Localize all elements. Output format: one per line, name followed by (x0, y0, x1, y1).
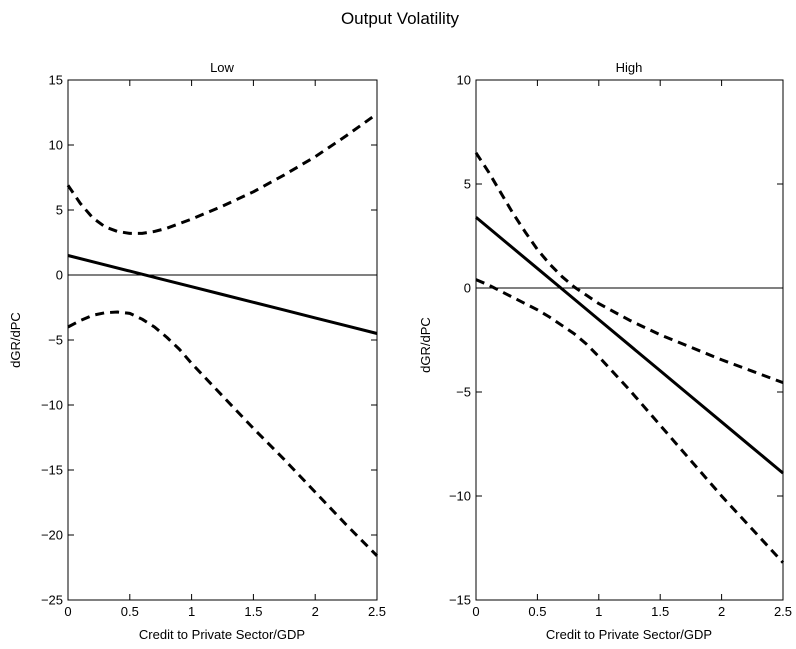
panel-high-confidence-band-2 (475, 278, 785, 564)
panel-low-ytick-label: 15 (49, 73, 63, 88)
panel-high-ytick-label: −5 (456, 385, 471, 400)
panel-low-confidence-band-1 (66, 112, 378, 235)
panel-high-xtick-label: 1.5 (651, 604, 669, 619)
panel-high-xtick-label: 0.5 (528, 604, 546, 619)
panel-high-xtick-label: 2.5 (774, 604, 792, 619)
panel-low-ytick-label: −15 (41, 463, 63, 478)
panel-high-ytick-label: −10 (449, 489, 471, 504)
panel-high-xtick-label: 2 (718, 604, 725, 619)
panel-high-title: High (616, 60, 643, 75)
panel-low-xtick-label: 1 (188, 604, 195, 619)
panel-low-ytick-label: −5 (48, 333, 63, 348)
panel-low-axes-box (67, 79, 378, 601)
panel-low-ylabel: dGR/dPC (8, 312, 23, 368)
panel-low-xtick-label: 0.5 (121, 604, 139, 619)
panel-high-plot: 0 0.5 1 1.5 2 2.5 −15 −10 −5 0 5 10 (449, 73, 792, 620)
panel-low-xtick-label: 2.5 (368, 604, 386, 619)
panel-low-plot: 0 0.5 1 1.5 2 2.5 −25 −20 −15 −10 −5 0 5 10 15 (41, 73, 386, 620)
panel-low-ytick-label: −10 (41, 398, 63, 413)
panel-high-ytick-label: 5 (464, 177, 471, 192)
panel-low-ytick-label: −25 (41, 593, 63, 608)
panel-high: High Credit to Private Sector/GDP dGR/dP… (418, 60, 792, 642)
panel-low: Low Credit to Private Sector/GDP dGR/dPC… (8, 60, 386, 642)
panel-high-ytick-label: −15 (449, 593, 471, 608)
panel-low-confidence-band-2 (67, 310, 379, 557)
panel-low-ytick-label: −20 (41, 528, 63, 543)
panel-high-xlabel: Credit to Private Sector/GDP (546, 627, 712, 642)
panel-high-estimate-line (475, 216, 784, 475)
panel-high-axes-box (475, 79, 784, 601)
panel-high-ytick-label: 10 (457, 73, 471, 88)
figure-title: Output Volatility (341, 9, 460, 28)
panel-high-xtick-label: 1 (595, 604, 602, 619)
panel-high-xtick-label: 0 (472, 604, 479, 619)
panel-low-xlabel: Credit to Private Sector/GDP (139, 627, 305, 642)
panel-low-xtick-label: 2 (312, 604, 319, 619)
panel-high-confidence-band-1 (474, 151, 784, 385)
panel-low-ytick-label: 5 (56, 203, 63, 218)
panel-low-ytick-label: 0 (56, 268, 63, 283)
panel-low-estimate-line (67, 254, 378, 335)
panel-low-ytick-label: 10 (49, 138, 63, 153)
panel-high-ytick-label: 0 (464, 281, 471, 296)
panel-high-ylabel: dGR/dPC (418, 317, 433, 373)
panel-low-title: Low (210, 60, 234, 75)
panel-low-xtick-label: 0 (64, 604, 71, 619)
panel-low-xtick-label: 1.5 (244, 604, 262, 619)
